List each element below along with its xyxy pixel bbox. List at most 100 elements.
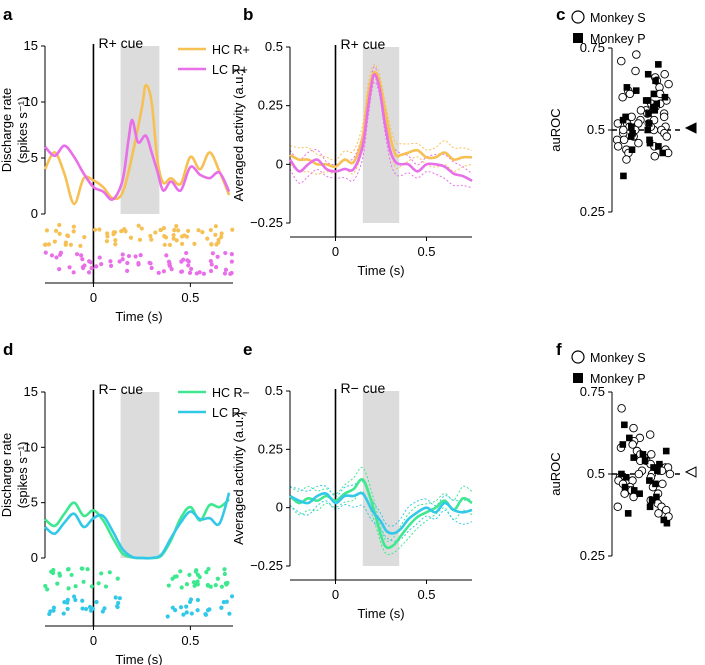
point-monkey-p-f: [654, 467, 661, 475]
legend-marker-monkey-p-f: [573, 373, 583, 383]
series-line-e-0: [289, 478, 473, 550]
raster-dot-a-1: [67, 265, 72, 270]
series-line-b-0: [289, 70, 473, 169]
point-monkey-s-f: [629, 492, 638, 502]
point-monkey-p-c: [653, 100, 661, 108]
point-monkey-p-c: [644, 70, 652, 78]
raster-dot-d-0: [213, 583, 218, 588]
raster-dot-a-1: [138, 253, 143, 258]
point-monkey-p-c: [651, 107, 659, 114]
y-axis-label-b: Averaged activity (a.u.): [231, 69, 246, 202]
raster-dot-d-1: [87, 604, 93, 610]
raster-dot-d-1: [62, 600, 67, 605]
y-tick-label-d: 0: [31, 550, 38, 565]
y-tick-label-f: 0.25: [580, 548, 605, 563]
raster-dot-a-0: [214, 242, 219, 247]
raster-dot-a-1: [49, 253, 55, 258]
point-monkey-s-c: [632, 50, 641, 59]
point-monkey-p-c: [623, 84, 631, 91]
raster-dot-d-1: [113, 595, 118, 600]
raster-dot-d-0: [55, 581, 60, 586]
raster-dot-a-0: [162, 242, 167, 247]
raster-dot-d-1: [181, 612, 186, 617]
raster-dot-a-1: [57, 267, 62, 272]
raster-dot-a-0: [205, 236, 210, 241]
x-tick-label-d: 0: [90, 633, 97, 648]
raster-dot-a-1: [71, 270, 76, 275]
raster-dot-d-0: [222, 567, 227, 572]
raster-dot-a-0: [172, 228, 177, 233]
raster-dot-a-1: [94, 264, 99, 269]
raster-dot-d-0: [69, 572, 74, 578]
point-monkey-p-c: [655, 61, 662, 68]
raster-dot-a-0: [52, 239, 57, 244]
point-monkey-s-c: [622, 155, 631, 164]
y-tick-label-a: 10: [24, 94, 38, 109]
sem-band-b-0: [289, 64, 473, 161]
raster-dot-a-0: [53, 228, 59, 233]
raster-dot-a-0: [158, 227, 164, 233]
raster-dot-a-0: [149, 237, 154, 242]
raster-dot-d-1: [80, 598, 85, 603]
y-axis-label-c: auROC: [548, 108, 563, 151]
point-monkey-p-c: [632, 87, 640, 94]
raster-dot-d-0: [103, 584, 109, 589]
raster-dot-a-0: [97, 227, 102, 232]
point-monkey-p-c: [659, 149, 666, 157]
y-tick-label-a: 0: [31, 206, 38, 221]
raster-dot-a-1: [74, 252, 80, 257]
point-monkey-p-c: [628, 123, 635, 131]
point-monkey-s-c: [619, 135, 629, 145]
raster-dot-d-0: [166, 583, 171, 588]
x-tick-label-b: 0.5: [417, 244, 435, 259]
x-tick-label-d: 0.5: [181, 633, 199, 648]
raster-dot-a-0: [208, 227, 213, 233]
point-monkey-s-c: [627, 112, 636, 122]
point-monkey-s-c: [631, 66, 640, 76]
cue-title-a: R+ cue: [98, 35, 143, 51]
sem-band-e-0: [289, 490, 473, 556]
raster-dot-a-1: [179, 269, 185, 274]
raster-dot-d-0: [79, 566, 84, 571]
raster-dot-a-0: [113, 238, 118, 243]
raster-dot-a-1: [136, 261, 141, 266]
raster-dot-d-1: [65, 597, 70, 602]
raster-dot-d-0: [66, 586, 71, 591]
raster-dot-a-1: [201, 271, 206, 276]
series-line-d-1: [44, 492, 231, 560]
point-monkey-p-f: [630, 454, 638, 461]
y-tick-label-a: 5: [31, 150, 38, 165]
raster-dot-a-1: [120, 257, 125, 262]
shade-window-b: [362, 47, 400, 223]
shade-window-d: [120, 392, 160, 558]
raster-dot-d-1: [51, 605, 56, 610]
sem-band-e-1: [289, 500, 473, 542]
median-arrow-f: [684, 466, 697, 478]
raster-dot-d-0: [187, 572, 192, 577]
cue-title-d: R− cue: [98, 381, 143, 397]
point-monkey-p-f: [650, 464, 657, 471]
raster-dot-a-0: [174, 238, 179, 243]
y-axis-label-a: Discharge rate: [0, 88, 14, 173]
raster-dot-d-1: [115, 604, 120, 609]
raster-dot-a-1: [88, 260, 93, 265]
raster-dot-d-1: [195, 597, 201, 603]
raster-dot-d-0: [115, 576, 120, 581]
raster-dot-d-1: [203, 612, 209, 617]
y-axis-unit-d: (spikes s⁻¹): [15, 442, 30, 509]
raster-dot-a-0: [148, 233, 153, 239]
point-monkey-p-f: [619, 441, 627, 448]
raster-dot-d-1: [47, 611, 52, 617]
raster-dot-a-1: [82, 263, 87, 268]
raster-dot-a-1: [147, 260, 152, 265]
point-monkey-p-c: [645, 120, 653, 127]
raster-dot-d-1: [195, 608, 200, 613]
y-tick-label-d: 15: [24, 384, 38, 399]
raster-dot-d-0: [225, 580, 230, 585]
point-monkey-p-c: [650, 90, 658, 98]
y-tick-label-e: 0: [276, 500, 283, 515]
raster-dot-d-1: [184, 604, 189, 609]
raster-dot-a-1: [223, 250, 228, 256]
x-tick-label-e: 0.5: [417, 587, 435, 602]
raster-dot-a-0: [82, 235, 87, 240]
